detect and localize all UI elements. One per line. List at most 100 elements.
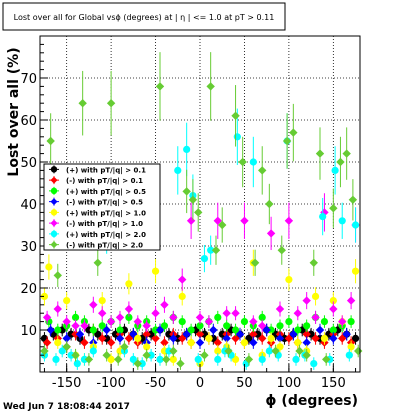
data-point [188,195,198,204]
data-point [267,326,275,334]
data-point [258,313,266,321]
data-point [75,330,85,339]
data-point [46,325,55,335]
data-point [213,216,222,225]
data-point [98,309,107,318]
data-point [285,318,293,326]
data-point [169,334,178,343]
data-point [218,330,226,338]
data-point [62,334,71,343]
legend-marker [50,241,58,249]
data-point [42,338,52,347]
legend-label: (-) with pT/|q| > 2.0 [66,242,143,251]
data-point [331,166,339,174]
legend-marker [50,198,58,206]
data-point [267,334,275,342]
data-point [182,330,191,339]
data-point [84,355,94,364]
x-tick-label: 100 [276,376,301,391]
data-point [214,347,222,355]
data-point [223,322,231,330]
y-tick-label: 60 [20,114,37,129]
data-point [302,330,311,339]
data-point [309,258,318,267]
data-point [156,355,164,363]
data-point [142,330,151,339]
data-point [129,355,137,363]
data-point [195,313,205,322]
legend-marker [50,187,58,195]
data-point [240,339,249,347]
data-point [178,318,186,326]
data-point [254,330,262,338]
data-point [205,334,213,342]
data-point [174,334,182,342]
y-tick-label: 20 [20,282,37,297]
data-point [46,136,55,146]
data-point [160,300,169,309]
data-point [346,296,356,305]
data-point [222,309,231,318]
data-point [238,157,247,167]
legend-box [43,163,161,251]
legend-marker [50,176,58,184]
data-point [302,296,311,305]
data-point [311,292,320,300]
data-point [169,355,177,363]
data-point [103,334,111,342]
data-point [71,313,80,321]
data-point [54,326,62,334]
data-point [102,351,111,360]
data-point [62,342,71,351]
data-point [329,334,338,343]
data-point [40,346,49,356]
data-point [233,133,241,141]
data-point [249,338,258,347]
data-point [89,347,97,355]
data-point [351,334,360,342]
data-point [262,325,271,335]
data-point [183,145,191,153]
data-point [124,334,134,343]
data-point [277,246,286,255]
data-point [200,351,209,360]
data-point [54,339,62,347]
legend-label: (-) with pT/|q| > 0.1 [66,177,143,186]
x-tick-label: -100 [96,376,126,391]
data-point [224,346,233,356]
data-point [307,330,315,338]
data-point [295,346,304,356]
data-point [133,359,142,368]
data-point [322,355,331,364]
data-point [266,229,276,238]
data-point [169,313,178,322]
series-8 [40,52,363,370]
data-point [98,297,106,305]
data-point [249,330,258,339]
data-marks [40,52,363,370]
data-point [329,204,338,213]
data-point [231,309,240,318]
data-point [320,334,329,342]
data-point [134,334,142,342]
data-point [347,318,355,326]
data-point [284,216,294,225]
data-point [80,321,89,330]
data-point [235,330,245,339]
data-point [73,360,81,368]
data-point [329,304,338,314]
data-point [320,318,329,326]
data-point [40,292,49,300]
data-point [58,347,66,355]
data-point [142,351,151,360]
data-point [240,216,249,225]
data-point [42,313,52,322]
data-point [114,355,123,364]
timestamp: Wed Jun 7 18:08:44 2017 [3,402,130,412]
legend-label: (+) with pT/|q| > 2.0 [66,231,146,240]
data-point [303,322,311,330]
data-point [265,347,273,355]
legend-label: (+) with pT/|q| > 0.1 [66,166,146,175]
data-point [289,128,298,137]
data-point [218,220,227,230]
